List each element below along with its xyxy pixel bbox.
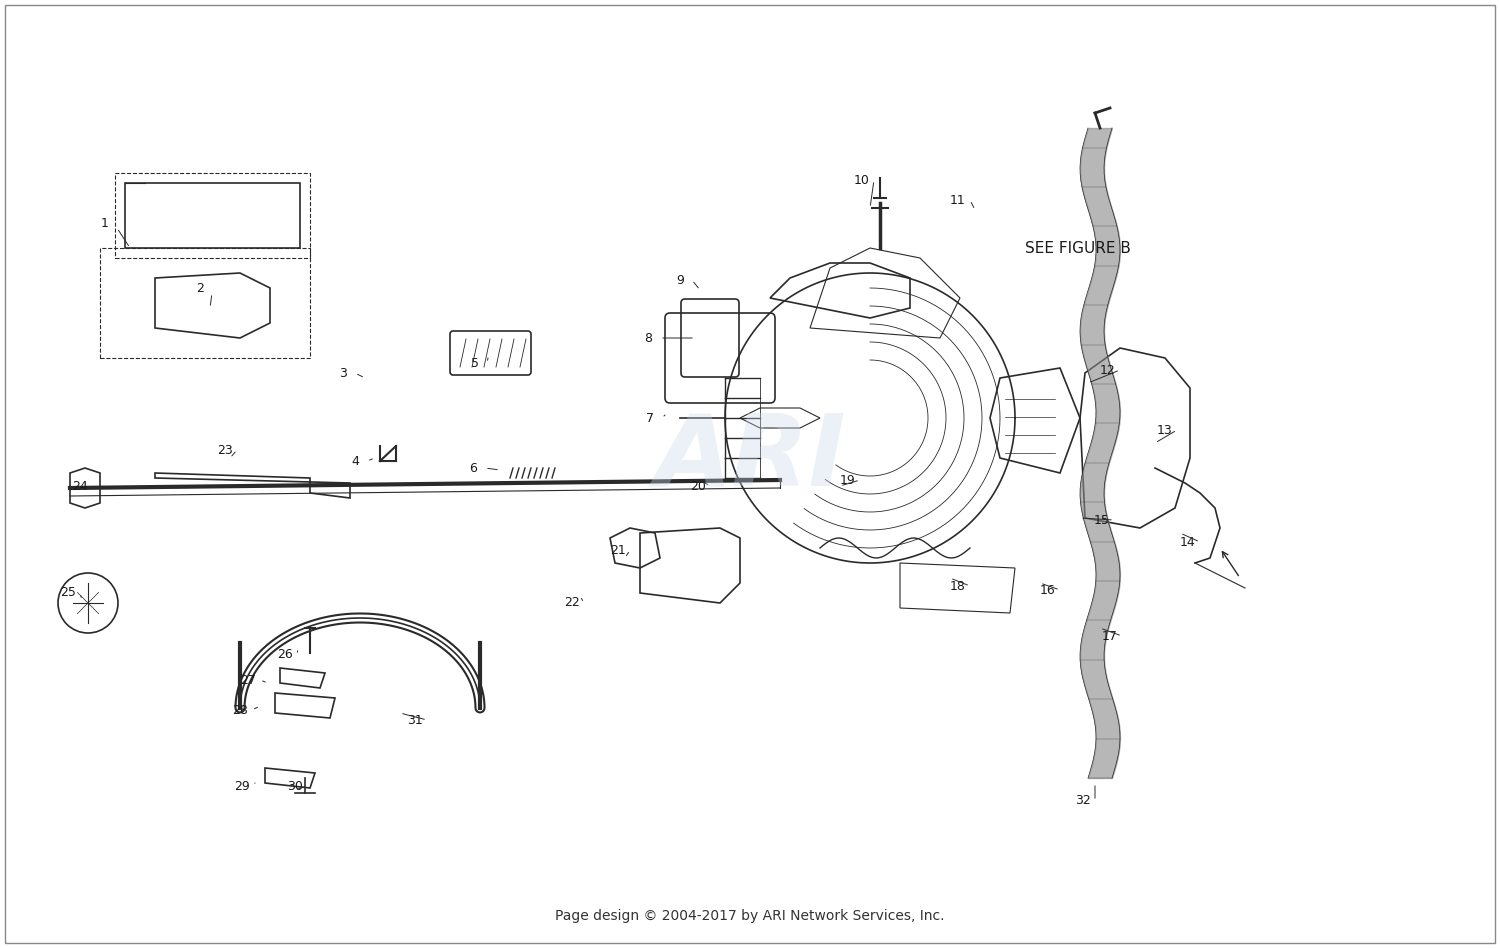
Text: 14: 14: [1180, 536, 1196, 549]
Text: 7: 7: [646, 411, 654, 425]
Text: 25: 25: [60, 587, 76, 599]
Text: 24: 24: [72, 480, 88, 493]
Text: 2: 2: [196, 282, 204, 295]
Text: 28: 28: [232, 703, 248, 717]
Text: 13: 13: [1156, 424, 1173, 436]
Text: 8: 8: [644, 332, 652, 344]
Text: 4: 4: [351, 454, 358, 467]
Text: SEE FIGURE B: SEE FIGURE B: [1024, 241, 1131, 256]
Text: 18: 18: [950, 579, 966, 592]
Text: 10: 10: [853, 173, 870, 187]
Text: 31: 31: [406, 714, 423, 726]
Text: 29: 29: [234, 779, 250, 793]
Bar: [124, 183, 300, 248]
Text: 23: 23: [217, 444, 232, 457]
Text: 32: 32: [1076, 794, 1090, 808]
Text: Page design © 2004-2017 by ARI Network Services, Inc.: Page design © 2004-2017 by ARI Network S…: [555, 909, 945, 923]
Text: 1: 1: [100, 216, 109, 229]
Text: 19: 19: [840, 473, 856, 486]
Text: 21: 21: [610, 543, 626, 556]
Text: 30: 30: [286, 779, 303, 793]
Text: 3: 3: [339, 367, 346, 379]
Text: 15: 15: [1094, 514, 1110, 526]
Text: 9: 9: [676, 274, 684, 286]
Text: 12: 12: [1100, 363, 1116, 376]
Text: 17: 17: [1102, 629, 1118, 643]
Text: 27: 27: [240, 673, 256, 686]
Bar: [116, 173, 310, 258]
Text: 22: 22: [564, 596, 580, 610]
Text: 6: 6: [470, 462, 477, 475]
Text: 20: 20: [690, 480, 706, 493]
Text: 16: 16: [1040, 584, 1056, 596]
Text: ARI: ARI: [654, 410, 846, 506]
Text: 26: 26: [278, 648, 292, 662]
Text: 11: 11: [950, 193, 966, 207]
Text: 5: 5: [471, 356, 478, 370]
